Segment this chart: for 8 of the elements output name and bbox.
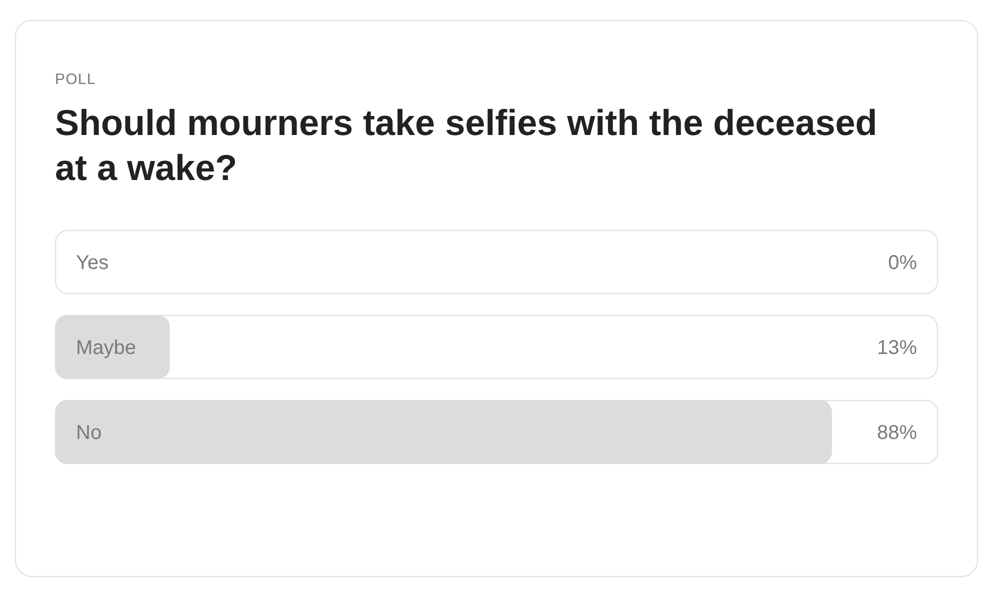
data-label: 0% bbox=[888, 252, 918, 274]
data-label: 88% bbox=[876, 422, 918, 444]
data-label: 13% bbox=[876, 337, 918, 359]
y-tick-label: Yes bbox=[76, 252, 109, 274]
chart-subtitle: POLL bbox=[55, 71, 96, 88]
y-tick-label: Maybe bbox=[76, 337, 136, 359]
chart-title: Should mourners take selfies with the deceased at a wake? bbox=[55, 101, 878, 190]
y-tick-label: No bbox=[76, 422, 102, 444]
